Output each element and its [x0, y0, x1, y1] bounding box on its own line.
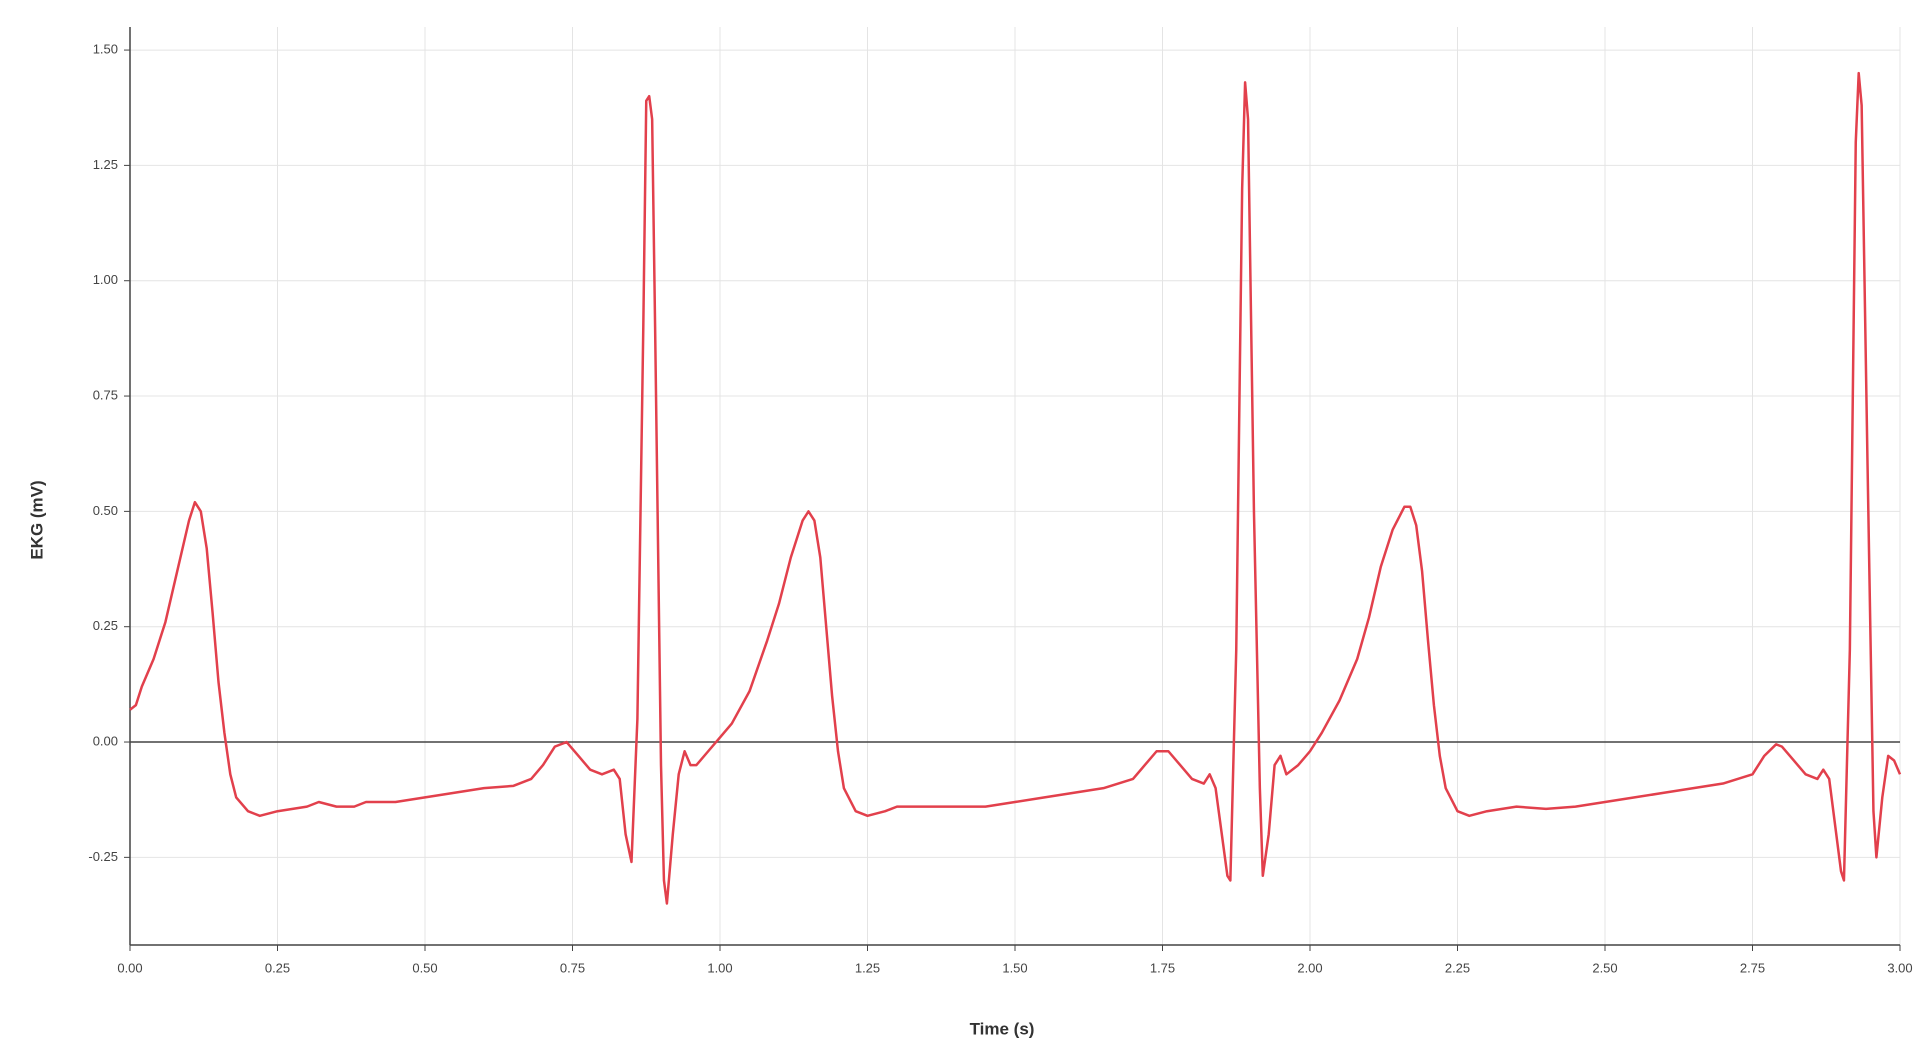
x-tick-label: 1.00 [707, 960, 732, 975]
y-tick-label: 0.50 [93, 503, 118, 518]
y-tick-label: 1.00 [93, 272, 118, 287]
x-tick-label: 0.25 [265, 960, 290, 975]
y-tick-label: -0.25 [88, 849, 118, 864]
data-line [129, 71, 1902, 905]
y-tick-label: 0.75 [93, 387, 118, 402]
x-tick-label: 2.75 [1740, 960, 1765, 975]
x-tick-label: 1.50 [1002, 960, 1027, 975]
x-tick-label: 2.25 [1445, 960, 1470, 975]
y-tick-label: 1.25 [93, 157, 118, 172]
y-tick-label: 0.25 [93, 618, 118, 633]
y-tick-label: 1.50 [93, 42, 118, 57]
y-axis-title: EKG (mV) [27, 480, 46, 559]
x-tick-label: 0.75 [560, 960, 585, 975]
x-tick-label: 3.00 [1887, 960, 1912, 975]
x-tick-label: 2.50 [1592, 960, 1617, 975]
x-axis-title: Time (s) [970, 1019, 1035, 1038]
x-tick-label: 0.50 [412, 960, 437, 975]
x-tick-label: 0.00 [117, 960, 142, 975]
x-tick-label: 1.75 [1150, 960, 1175, 975]
x-tick-label: 2.00 [1297, 960, 1322, 975]
y-tick-label: 0.00 [93, 733, 118, 748]
x-tick-label: 1.25 [855, 960, 880, 975]
